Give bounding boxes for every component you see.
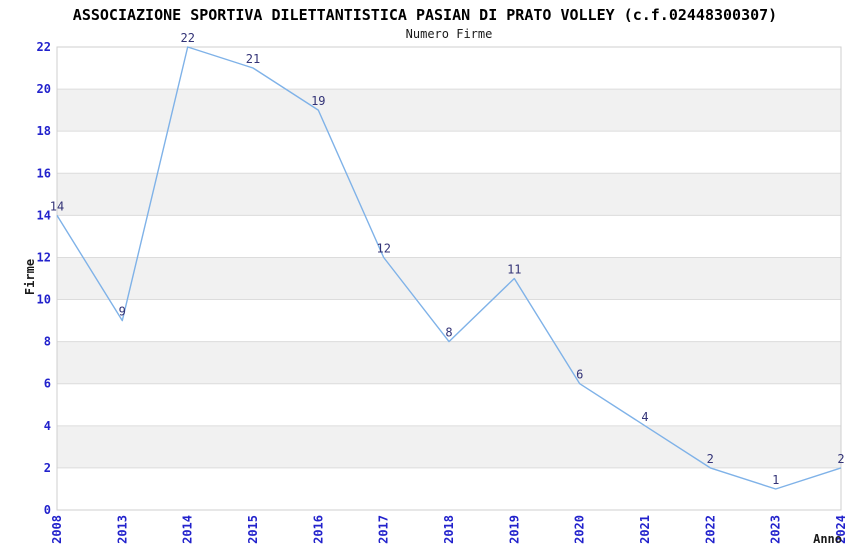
- y-tick-label: 4: [44, 419, 51, 433]
- x-tick-label: 2008: [50, 515, 64, 544]
- x-tick-label: 2014: [181, 515, 195, 544]
- x-tick-label: 2019: [507, 515, 521, 544]
- y-tick-label: 22: [37, 40, 51, 54]
- y-tick-label: 20: [37, 82, 51, 96]
- data-point-label: 6: [576, 368, 583, 382]
- data-point-label: 12: [376, 242, 390, 256]
- x-tick-label: 2015: [246, 515, 260, 544]
- y-axis-title: Firme: [23, 258, 37, 296]
- x-tick-label: 2018: [442, 515, 456, 544]
- plot-band: [57, 425, 841, 468]
- x-axis-title: Anno: [813, 532, 842, 546]
- plot-border: [56, 46, 842, 511]
- x-tick-label: 2022: [703, 515, 717, 544]
- x-tick-label: 2023: [769, 515, 783, 544]
- y-tick-label: 18: [37, 124, 51, 138]
- data-point-label: 22: [180, 31, 194, 45]
- x-tick-label: 2021: [638, 515, 652, 544]
- y-tick-label: 0: [44, 503, 51, 517]
- y-tick-label: 10: [37, 293, 51, 307]
- y-tick-label: 12: [37, 251, 51, 265]
- chart-title: ASSOCIAZIONE SPORTIVA DILETTANTISTICA PA…: [72, 6, 778, 24]
- data-point-label: 11: [507, 263, 521, 277]
- data-point-label: 14: [50, 199, 64, 213]
- firme-line-series: [56, 46, 842, 490]
- plot-band: [57, 173, 841, 216]
- data-point-label: 2: [707, 452, 714, 466]
- y-tick-label: 2: [44, 461, 51, 475]
- data-point-label: 9: [119, 305, 126, 319]
- plot-band: [57, 257, 841, 300]
- data-point-label: 1: [772, 473, 779, 487]
- plot-band: [57, 341, 841, 384]
- data-point-label: 4: [641, 410, 648, 424]
- x-tick-label: 2017: [377, 515, 391, 544]
- data-point-label: 8: [445, 326, 452, 340]
- data-point-label: 2: [837, 452, 844, 466]
- chart-subtitle: Numero Firme: [405, 27, 493, 41]
- y-tick-label: 16: [37, 166, 51, 180]
- x-tick-label: 2016: [311, 515, 325, 544]
- data-point-label: 19: [311, 94, 325, 108]
- y-tick-label: 14: [37, 208, 51, 222]
- x-tick-label: 2020: [573, 515, 587, 544]
- x-tick-label: 2013: [115, 515, 129, 544]
- plot-band: [57, 89, 841, 132]
- data-point-label: 21: [246, 52, 260, 66]
- y-tick-label: 6: [44, 377, 51, 391]
- y-tick-label: 8: [44, 335, 51, 349]
- x-tick-label: 2024: [834, 515, 848, 544]
